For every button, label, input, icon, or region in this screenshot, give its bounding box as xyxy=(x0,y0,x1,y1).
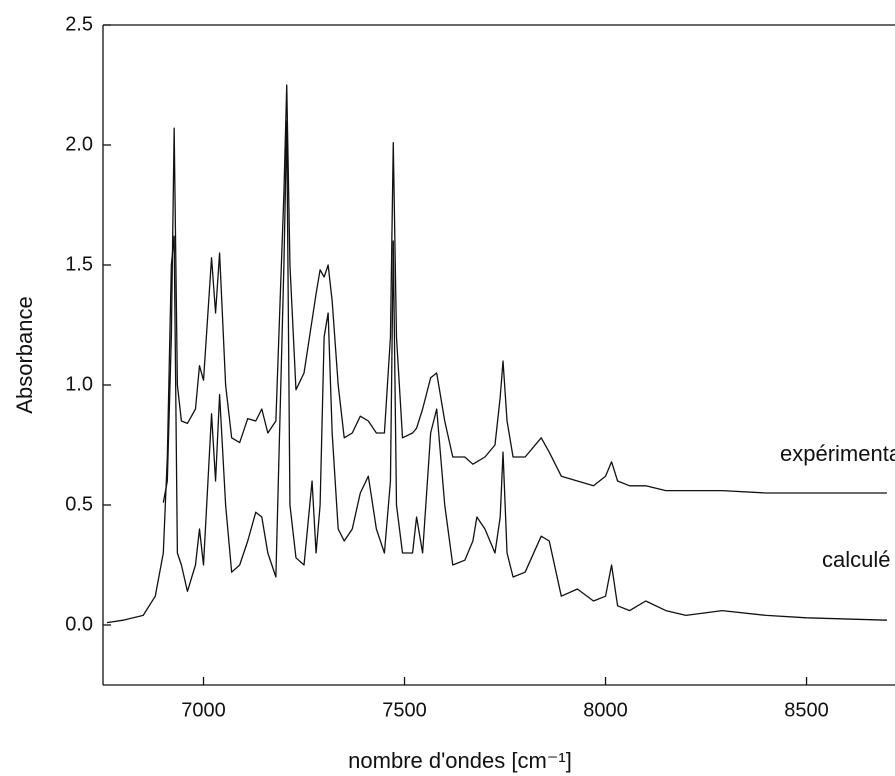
y-tick-label: 0.5 xyxy=(65,493,93,515)
x-tick-label: 7000 xyxy=(181,699,226,721)
y-tick-label: 1.0 xyxy=(65,373,93,395)
y-tick-label: 1.5 xyxy=(65,253,93,275)
series-label: expérimental xyxy=(780,441,895,466)
spectrum-line xyxy=(106,120,887,624)
x-tick-label: 8000 xyxy=(583,699,628,721)
series-label: calculé xyxy=(822,547,890,572)
spectrum-line xyxy=(162,84,887,503)
x-axis-label: nombre d'ondes [cm⁻¹] xyxy=(348,748,572,773)
x-tick-label: 8500 xyxy=(784,699,829,721)
y-tick-label: 2.5 xyxy=(65,13,93,35)
y-axis-label: Absorbance xyxy=(12,296,37,413)
y-tick-label: 0.0 xyxy=(65,613,93,635)
x-tick-label: 7500 xyxy=(382,699,427,721)
y-tick-label: 2.0 xyxy=(65,133,93,155)
